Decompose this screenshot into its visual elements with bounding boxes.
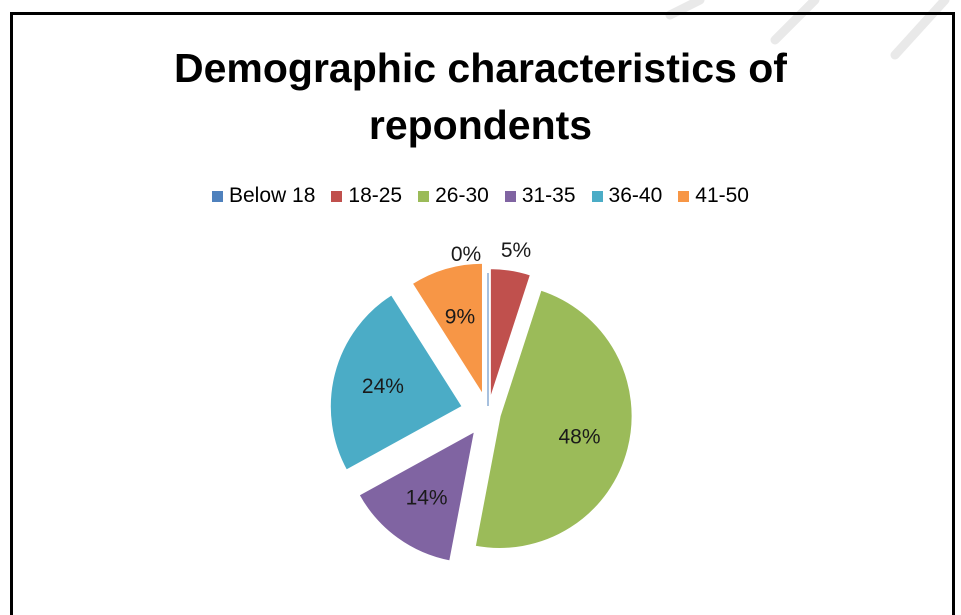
legend-swatch-below-18 <box>212 190 223 202</box>
legend-item-below-18: Below 18 <box>212 184 315 208</box>
pie-chart: 0% 5% 48% 14% 24% 9% <box>328 239 634 563</box>
chart-legend: Below 18 18-25 26-30 31-35 36-40 41-50 <box>0 183 961 209</box>
legend-label-18-25: 18-25 <box>348 184 403 207</box>
pie-label-26-30: 48% <box>558 425 600 448</box>
legend-item-31-35: 31-35 <box>504 184 576 208</box>
legend-label-41-50: 41-50 <box>695 184 749 207</box>
chart-title-line-1: Demographic characteristics of <box>174 45 787 91</box>
pie-slice-41-50 <box>410 261 484 400</box>
pie-slice-18-25 <box>488 267 533 402</box>
legend-item-26-30: 26-30 <box>418 184 489 208</box>
pie-label-below-18: 0% <box>451 243 481 266</box>
legend-swatch-41-50 <box>678 190 690 202</box>
pie-label-18-25: 5% <box>501 239 531 262</box>
chart-title: Demographic characteristics of repondent… <box>0 40 961 154</box>
legend-item-36-40: 36-40 <box>591 184 663 208</box>
legend-swatch-36-40 <box>591 190 603 202</box>
legend-swatch-31-35 <box>504 190 516 202</box>
chart-frame <box>10 12 955 615</box>
pie-slice-31-35 <box>357 428 477 563</box>
legend-label-31-35: 31-35 <box>521 184 576 207</box>
legend-label-36-40: 36-40 <box>608 184 663 207</box>
chart-title-line-2: repondents <box>368 102 593 148</box>
legend-swatch-26-30 <box>418 190 430 202</box>
legend-label-below-18: Below 18 <box>229 184 316 207</box>
pie-slice-26-30 <box>473 288 634 550</box>
legend-item-18-25: 18-25 <box>331 184 402 208</box>
legend-label-26-30: 26-30 <box>435 184 489 207</box>
legend-item-41-50: 41-50 <box>678 184 749 208</box>
legend-swatch-18-25 <box>331 190 343 202</box>
pie-slice-36-40 <box>328 292 465 472</box>
pie-label-31-35: 14% <box>406 487 448 510</box>
pie-label-41-50: 9% <box>445 306 475 329</box>
pie-label-36-40: 24% <box>362 375 404 398</box>
